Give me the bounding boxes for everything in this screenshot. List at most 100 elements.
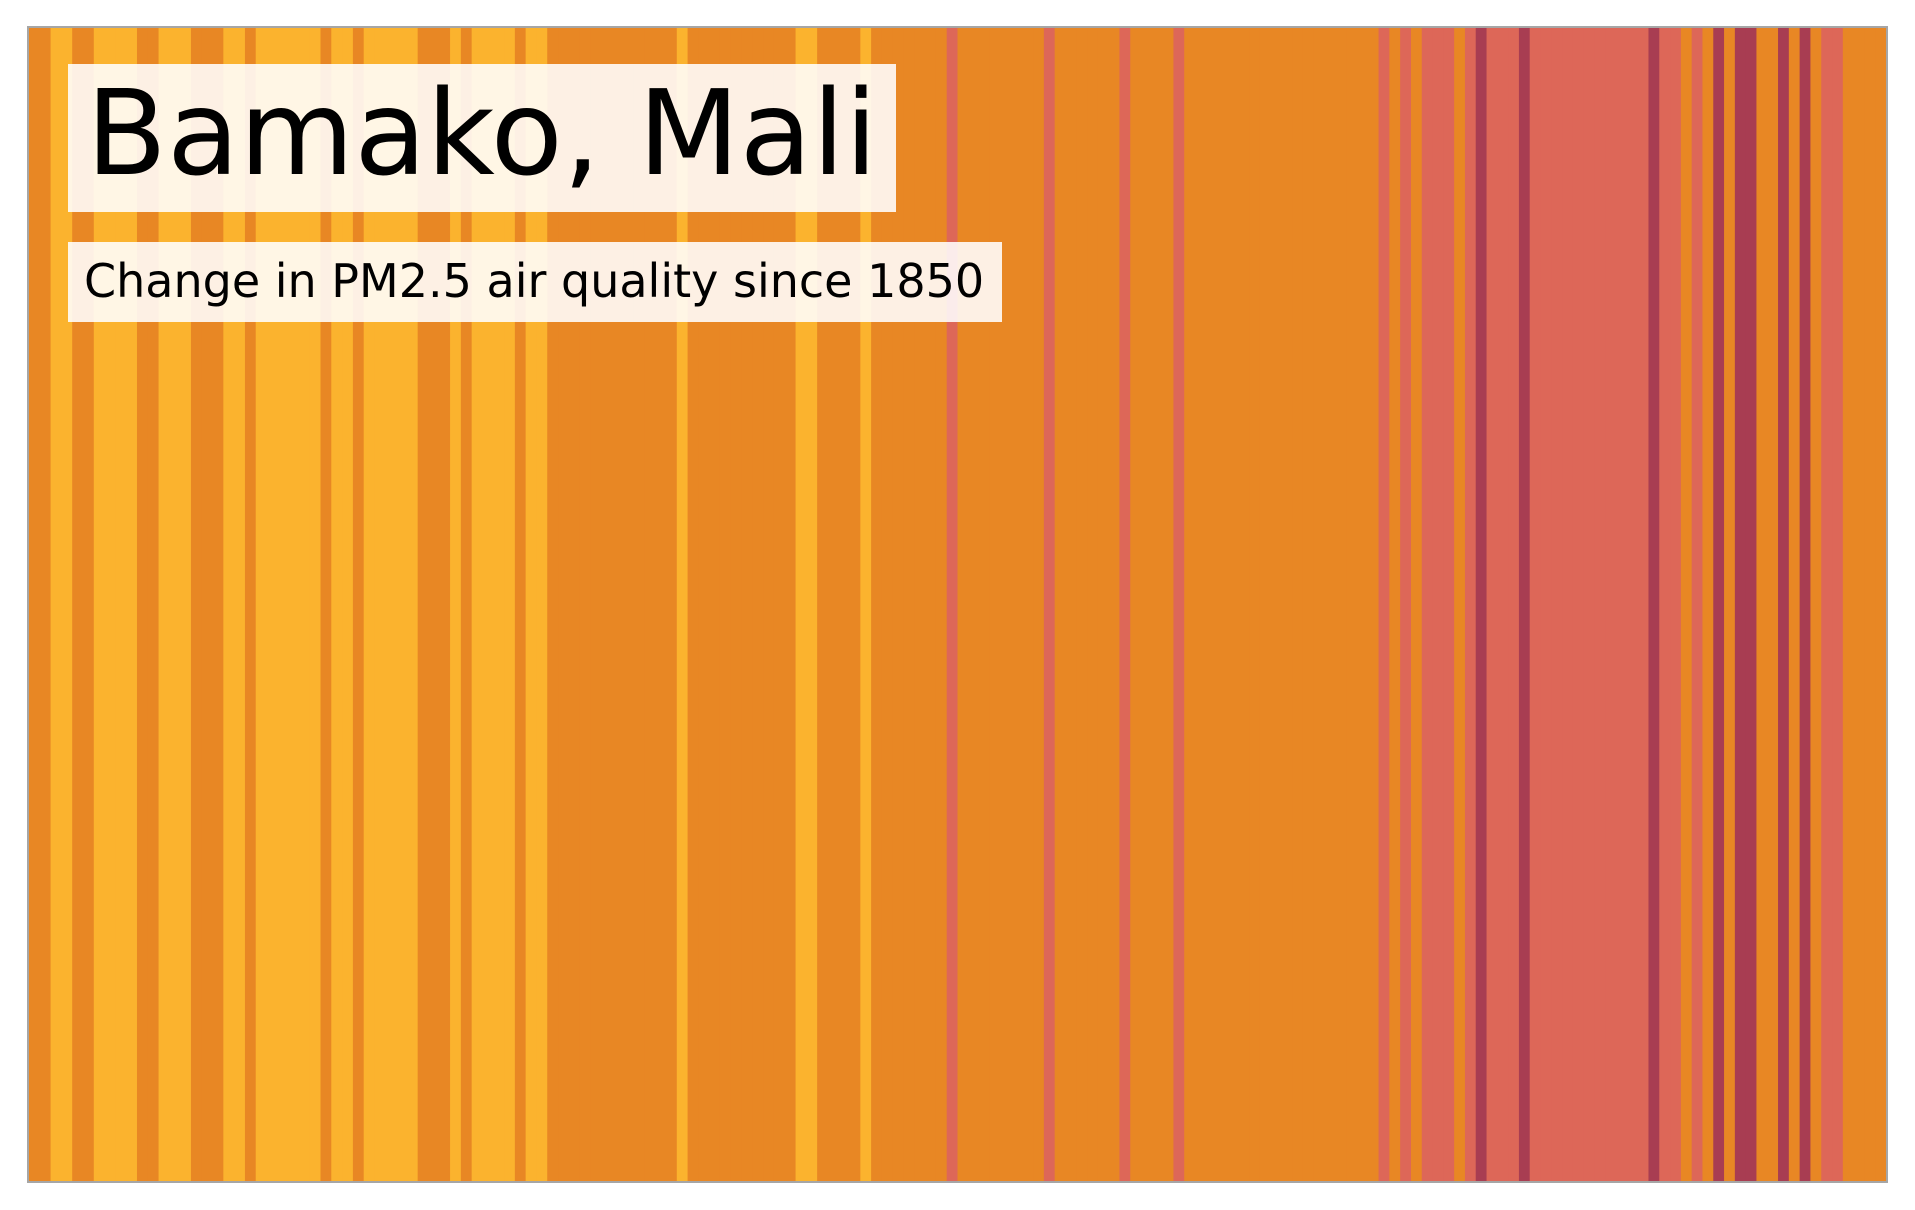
stripe-1864: [180, 28, 192, 1181]
stripe-1974: [1367, 28, 1380, 1181]
stripe-2013: [1788, 28, 1801, 1181]
stripe-2005: [1702, 28, 1714, 1181]
stripe-1910: [676, 28, 689, 1181]
stripe-1929: [881, 28, 894, 1181]
stripe-1977: [1400, 28, 1412, 1181]
stripe-1898: [547, 28, 559, 1181]
stripe-1877: [320, 28, 332, 1181]
stripe-1881: [363, 28, 376, 1181]
stripe-2019: [1853, 28, 1866, 1181]
stripe-1983: [1464, 28, 1477, 1181]
stripe-1992: [1562, 28, 1574, 1181]
stripe-1923: [817, 28, 829, 1181]
stripe-1899: [558, 28, 570, 1181]
stripe-1858: [115, 28, 127, 1181]
chart-title: Bamako, Mali: [68, 64, 896, 212]
stripe-1961: [1227, 28, 1239, 1181]
stripe-2020: [1864, 28, 1876, 1181]
stripe-1985: [1486, 28, 1498, 1181]
stripe-1935: [946, 28, 959, 1181]
stripe-1927: [860, 28, 872, 1181]
stripe-1966: [1281, 28, 1293, 1181]
stripe-1871: [255, 28, 268, 1181]
stripe-1889: [450, 28, 462, 1181]
stripe-1930: [892, 28, 905, 1181]
stripe-1884: [396, 28, 408, 1181]
stripe-1888: [439, 28, 451, 1181]
stripe-1932: [914, 28, 926, 1181]
stripe-1882: [374, 28, 386, 1181]
stripe-1872: [266, 28, 278, 1181]
stripe-1850: [29, 28, 41, 1181]
stripe-1859: [126, 28, 138, 1181]
stripe-1922: [806, 28, 818, 1181]
stripe-1943: [1033, 28, 1045, 1181]
stripe-2004: [1691, 28, 1704, 1181]
warming-stripes-chart: Bamako, Mali Change in PM2.5 air quality…: [27, 26, 1888, 1183]
stripe-1976: [1389, 28, 1401, 1181]
stripe-1948: [1087, 28, 1099, 1181]
stripe-1963: [1249, 28, 1261, 1181]
stripe-1900: [568, 28, 581, 1181]
stripe-1905: [622, 28, 635, 1181]
stripe-1962: [1238, 28, 1250, 1181]
stripe-1909: [665, 28, 678, 1181]
stripe-1894: [504, 28, 516, 1181]
stripe-1947: [1076, 28, 1088, 1181]
stripe-1916: [741, 28, 753, 1181]
stripe-1971: [1335, 28, 1347, 1181]
stripe-1973: [1356, 28, 1369, 1181]
stripe-1890: [460, 28, 473, 1181]
stripe-1908: [655, 28, 667, 1181]
stripe-1891: [471, 28, 484, 1181]
stripe-1989: [1529, 28, 1542, 1181]
stripe-1885: [406, 28, 419, 1181]
stripe-1933: [925, 28, 937, 1181]
stripe-1998: [1626, 28, 1639, 1181]
stripe-1995: [1594, 28, 1606, 1181]
stripe-1984: [1475, 28, 1488, 1181]
stripe-2000: [1648, 28, 1660, 1181]
stripe-2002: [1670, 28, 1682, 1181]
stripe-1934: [935, 28, 948, 1181]
stripe-1865: [190, 28, 203, 1181]
stripe-1879: [342, 28, 354, 1181]
stripe-1904: [612, 28, 624, 1181]
stripe-1915: [730, 28, 743, 1181]
stripe-1939: [989, 28, 1002, 1181]
stripe-1901: [579, 28, 592, 1181]
stripe-1970: [1324, 28, 1336, 1181]
stripe-1993: [1572, 28, 1585, 1181]
stripe-2003: [1680, 28, 1693, 1181]
stripe-2001: [1659, 28, 1671, 1181]
stripe-1994: [1583, 28, 1596, 1181]
stripe-1875: [298, 28, 311, 1181]
stripe-1902: [590, 28, 602, 1181]
stripe-1926: [849, 28, 861, 1181]
stripe-1936: [957, 28, 969, 1181]
stripe-1914: [719, 28, 732, 1181]
stripe-1855: [82, 28, 95, 1181]
stripe-1980: [1432, 28, 1444, 1181]
stripe-1853: [61, 28, 73, 1181]
stripe-1978: [1410, 28, 1423, 1181]
stripe-1862: [158, 28, 170, 1181]
stripe-1918: [763, 28, 775, 1181]
stripe-1863: [169, 28, 181, 1181]
stripe-1981: [1443, 28, 1455, 1181]
stripe-1861: [147, 28, 160, 1181]
stripe-2007: [1724, 28, 1736, 1181]
stripe-2021: [1875, 28, 1886, 1181]
stripes-plot-area: [29, 28, 1886, 1181]
stripe-2016: [1821, 28, 1833, 1181]
stripe-1878: [331, 28, 343, 1181]
stripe-1946: [1065, 28, 1077, 1181]
stripe-1921: [795, 28, 807, 1181]
stripe-1917: [752, 28, 764, 1181]
stripe-1958: [1195, 28, 1207, 1181]
stripe-1851: [39, 28, 52, 1181]
stripe-1957: [1184, 28, 1196, 1181]
stripe-2008: [1734, 28, 1747, 1181]
stripe-1857: [104, 28, 116, 1181]
stripe-1952: [1130, 28, 1142, 1181]
